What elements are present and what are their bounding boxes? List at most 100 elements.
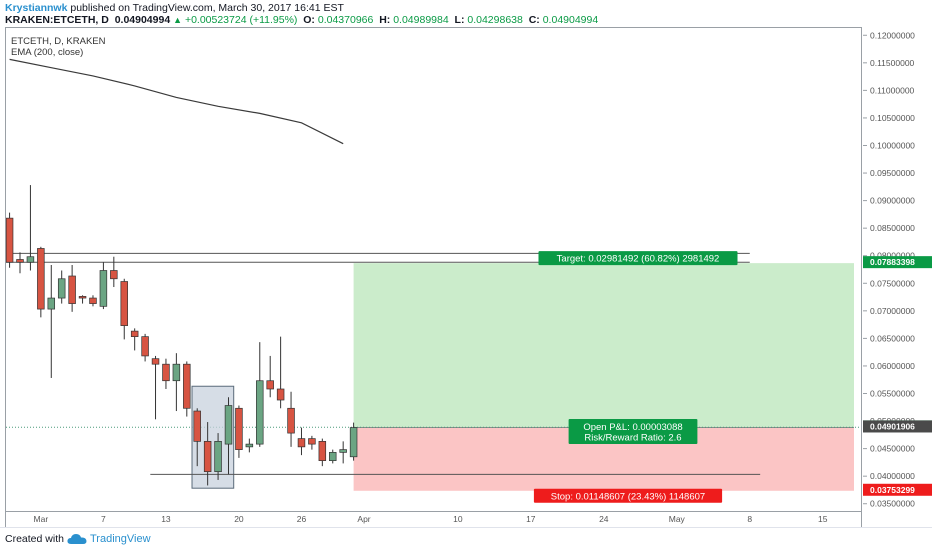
candle-body bbox=[68, 275, 76, 304]
high-value: 0.04989984 bbox=[393, 14, 449, 26]
price-axis[interactable]: 0.035000000.040000000.045000000.05000000… bbox=[863, 27, 932, 512]
candle-body bbox=[276, 388, 285, 401]
low-value: 0.04298638 bbox=[467, 14, 523, 26]
legend-ema[interactable]: EMA (200, close) bbox=[11, 47, 84, 58]
candle-body bbox=[308, 438, 316, 445]
candle-2017-03-18[interactable] bbox=[214, 433, 222, 480]
candle-body bbox=[224, 405, 233, 445]
candle-body bbox=[6, 217, 14, 263]
candle-2017-02-27[interactable] bbox=[16, 252, 24, 274]
time-axis[interactable]: Mar 7 13 20 26 Apr 10 17 24 May 8 15 bbox=[5, 512, 862, 527]
pnl-label[interactable] bbox=[568, 418, 698, 444]
candle-2017-03-27[interactable] bbox=[308, 435, 316, 450]
target-label-text: Target: 0.02981492 (60.82%) 2981492 bbox=[557, 254, 720, 265]
price-label-3 bbox=[863, 483, 932, 496]
candle-2017-03-17[interactable] bbox=[203, 422, 212, 486]
price-label-text: 0.03753299 bbox=[870, 485, 915, 495]
candle-body bbox=[245, 443, 254, 448]
time-tick-label: 13 bbox=[161, 514, 171, 524]
time-tick-label: 15 bbox=[817, 514, 828, 524]
candle-body bbox=[151, 358, 160, 365]
created-with-text: Created with bbox=[5, 533, 64, 545]
author-name[interactable]: Krystiannwk bbox=[5, 2, 68, 14]
candle-2017-03-29[interactable] bbox=[329, 449, 337, 464]
price-label-0 bbox=[863, 256, 932, 269]
candle-2017-03-14[interactable] bbox=[172, 353, 181, 412]
candle-2017-03-04[interactable] bbox=[68, 264, 76, 312]
pnl-label-text: Open P&L: 0.00003088 bbox=[583, 422, 682, 433]
candle-body bbox=[266, 380, 274, 390]
open-value: 0.04370966 bbox=[317, 14, 374, 26]
candle-2017-03-16[interactable] bbox=[193, 408, 201, 467]
candle-2017-03-26[interactable] bbox=[297, 427, 306, 456]
price-change: +0.00523724 (+11.95%) bbox=[184, 14, 298, 26]
ohlc-line: KRAKEN:ETCETH, D 0.04904994 ▲ +0.0052372… bbox=[5, 14, 598, 26]
price-chart[interactable]: Target: 0.02981492 (60.82%) 2981492 Stop:… bbox=[6, 28, 862, 512]
price-tick-label: 0.08500000 bbox=[870, 223, 915, 233]
candle-body bbox=[37, 248, 45, 310]
price-tick-label: 0.04500000 bbox=[870, 444, 915, 454]
candle-2017-02-26[interactable] bbox=[6, 212, 14, 268]
candle-2017-03-30[interactable] bbox=[339, 441, 347, 464]
open-label: O: bbox=[303, 14, 315, 26]
cloud-icon bbox=[67, 534, 87, 544]
symbol-label: KRAKEN:ETCETH, D bbox=[5, 14, 109, 26]
time-tick-label: 24 bbox=[599, 514, 609, 524]
candle-2017-03-10[interactable] bbox=[130, 328, 139, 351]
candle-2017-03-11[interactable] bbox=[141, 333, 149, 362]
candle-2017-03-23[interactable] bbox=[266, 355, 274, 398]
candle-2017-03-25[interactable] bbox=[287, 391, 295, 447]
candle-body bbox=[78, 296, 87, 299]
price-label-2 bbox=[863, 420, 932, 433]
chart-pane[interactable]: Target: 0.02981492 (60.82%) 2981492 Stop:… bbox=[5, 27, 862, 512]
candle-2017-03-22[interactable] bbox=[256, 342, 264, 447]
candle-2017-03-20[interactable] bbox=[235, 405, 243, 458]
rr-label-text: Risk/Reward Ratio: 2.6 bbox=[584, 432, 681, 443]
candle-2017-03-06[interactable] bbox=[89, 295, 97, 307]
candle-2017-03-02[interactable] bbox=[47, 264, 56, 378]
candle-body bbox=[110, 270, 118, 280]
candle-body bbox=[297, 438, 306, 448]
target-label[interactable]: Target: 0.02981492 (60.82%) 2981492 bbox=[538, 251, 738, 266]
candle-2017-02-28[interactable] bbox=[26, 185, 35, 271]
profit-zone[interactable] bbox=[353, 263, 854, 428]
price-tick-label: 0.03500000 bbox=[870, 499, 915, 509]
candle-2017-03-24[interactable] bbox=[276, 336, 285, 409]
price-tick-label: 0.07500000 bbox=[870, 278, 915, 288]
price-label-text: 0.04901906 bbox=[870, 421, 915, 431]
candle-2017-03-03[interactable] bbox=[57, 270, 66, 304]
candle-2017-03-12[interactable] bbox=[151, 355, 160, 420]
legend-symbol: ETCETH, D, KRAKEN bbox=[11, 36, 106, 47]
candle-2017-03-15[interactable] bbox=[183, 361, 191, 417]
candle-2017-03-13[interactable] bbox=[162, 358, 170, 389]
candle-2017-03-19[interactable] bbox=[224, 397, 233, 475]
stop-label[interactable]: Stop: 0.01148607 (23.43%) 1148607 bbox=[533, 488, 723, 503]
high-label: H: bbox=[379, 14, 391, 26]
candle-2017-03-07[interactable] bbox=[99, 262, 108, 310]
price-tick-label: 0.06000000 bbox=[870, 361, 915, 371]
candle-body bbox=[57, 278, 66, 299]
time-tick-label: 20 bbox=[234, 514, 244, 524]
candle-body bbox=[318, 441, 327, 461]
candle-body bbox=[183, 363, 191, 409]
candle-2017-03-08[interactable] bbox=[110, 256, 118, 288]
published-text: published on TradingView.com, March 30, … bbox=[70, 2, 344, 14]
candle-2017-03-21[interactable] bbox=[245, 438, 254, 453]
candle-2017-03-05[interactable] bbox=[78, 295, 87, 304]
candle-body bbox=[287, 407, 295, 434]
candle-body bbox=[89, 297, 97, 304]
candle-body bbox=[214, 441, 222, 473]
candle-2017-03-28[interactable] bbox=[318, 438, 327, 467]
candle-2017-03-31[interactable] bbox=[349, 422, 358, 461]
candle-2017-03-01[interactable] bbox=[37, 246, 45, 318]
time-tick-label: 8 bbox=[747, 514, 753, 524]
price-tick-label: 0.09500000 bbox=[870, 168, 915, 178]
candle-2017-03-09[interactable] bbox=[120, 278, 128, 340]
footer: Created with TradingView bbox=[0, 527, 932, 550]
ema-line[interactable] bbox=[9, 58, 344, 145]
price-tick-label: 0.11000000 bbox=[870, 85, 915, 95]
tradingview-brand[interactable]: TradingView bbox=[90, 533, 151, 545]
candle-body bbox=[349, 427, 358, 458]
low-label: L: bbox=[454, 14, 465, 26]
candle-body bbox=[141, 336, 149, 357]
